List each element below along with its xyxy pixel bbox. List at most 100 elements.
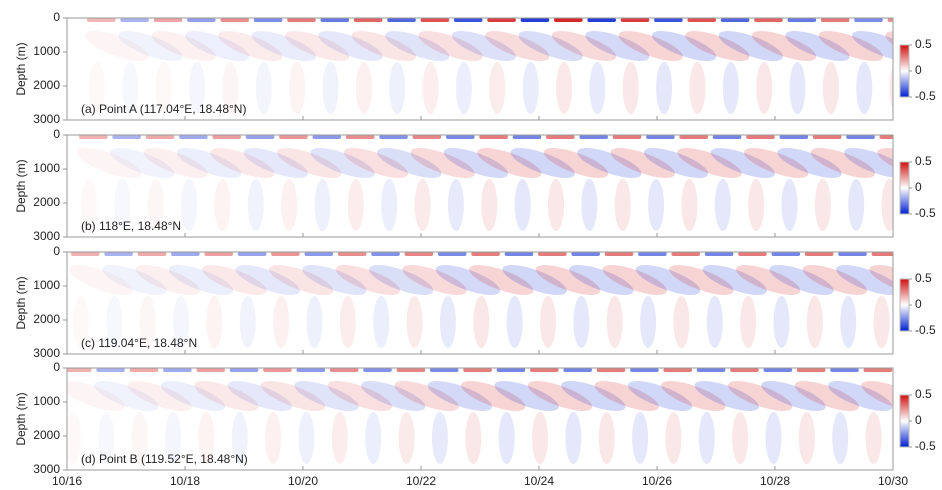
surface-band [512,135,542,139]
wave-band [610,148,675,178]
wave-band [836,265,893,295]
colorbar-tick-label: -0.5 [915,89,936,103]
wave-band [473,296,490,348]
wave-band [881,179,893,231]
wave-band [294,381,359,411]
field [84,18,893,114]
wave-band [714,179,731,231]
wave-band [722,62,739,114]
surface-band [496,368,526,372]
panel-label: (c) 119.04°E, 18.48°N [81,336,197,350]
y-tick-label: 0 [53,10,60,24]
wave-band [661,381,726,411]
surface-band [296,368,326,372]
wave-band [184,31,250,61]
surface-band [754,18,783,22]
wave-band [318,31,383,61]
wave-band [314,179,331,231]
wave-band [218,31,283,61]
surface-band [830,368,859,372]
surface-band [345,135,375,139]
wave-band [889,66,893,110]
y-tick-label: 3000 [33,462,60,476]
surface-band [387,18,416,22]
wave-band [231,412,248,464]
surface-band [212,135,242,139]
wave-band [361,381,426,411]
wave-band [506,296,523,348]
surface-band [112,135,141,139]
x-tick-label: 10/18 [170,474,200,488]
wave-band [435,265,501,295]
wave-band [565,412,582,464]
surface-band [287,18,316,22]
wave-band [255,62,272,114]
wave-band [802,265,868,295]
wave-band [856,62,873,114]
y-tick-label: 1000 [33,394,60,408]
wave-band [818,31,884,61]
y-axis-label: Depth (m) [14,392,28,445]
wave-band [540,296,557,348]
field [67,368,893,464]
wave-band [67,381,126,411]
wave-band [569,265,634,295]
surface-band [604,252,634,256]
wave-band [869,265,893,295]
wave-band [369,265,434,295]
wave-band [289,62,306,114]
y-tick-label: 3000 [33,346,60,360]
wave-band [710,148,775,178]
wave-band [214,179,231,231]
wave-band [689,62,706,114]
y-tick-label: 0 [53,127,60,141]
wave-band [418,31,483,61]
surface-band [371,252,400,256]
y-tick-label: 1000 [33,44,60,58]
wave-band [669,265,734,295]
surface-band [538,252,567,256]
wave-band [514,179,531,231]
wave-band [247,179,264,231]
wave-band [414,179,431,231]
y-tick-label: 3000 [33,112,60,126]
panel-label: (a) Point A (117.04°E, 18.48°N) [81,102,246,116]
surface-band [120,18,149,22]
y-axis-label: Depth (m) [14,42,28,95]
wave-band [561,381,626,411]
surface-band [638,252,667,256]
wave-band [810,148,876,178]
wave-band [794,381,860,411]
colorbar [899,161,910,215]
wave-band [873,296,890,348]
surface-band [329,368,359,372]
y-tick-label: 3000 [33,229,60,243]
wave-band [522,62,539,114]
surface-band [429,368,459,372]
surface-band [796,368,826,372]
y-tick-label: 2000 [33,428,60,442]
plot-frame [66,251,894,355]
wave-band [102,265,167,295]
wave-band [239,296,256,348]
wave-band [373,296,390,348]
wave-band [198,412,215,464]
wave-band [176,148,242,178]
plot-frame [66,367,894,471]
surface-band [763,368,793,372]
x-tick-label: 10/22 [406,474,436,488]
wave-band [385,31,450,61]
surface-band [863,368,893,372]
wave-band [243,148,308,178]
colorbar-tick-label: 0 [915,297,922,311]
wave-band [206,296,223,348]
colorbar-tick-label: 0.5 [915,154,932,168]
colorbar-tick-label: 0 [915,63,922,77]
wave-band [398,412,415,464]
surface-band [630,368,659,372]
wave-band [498,412,515,464]
surface-band [596,368,626,372]
wave-band [143,148,208,178]
surface-band [71,252,100,256]
colorbar-tick-label: -0.5 [915,439,936,453]
